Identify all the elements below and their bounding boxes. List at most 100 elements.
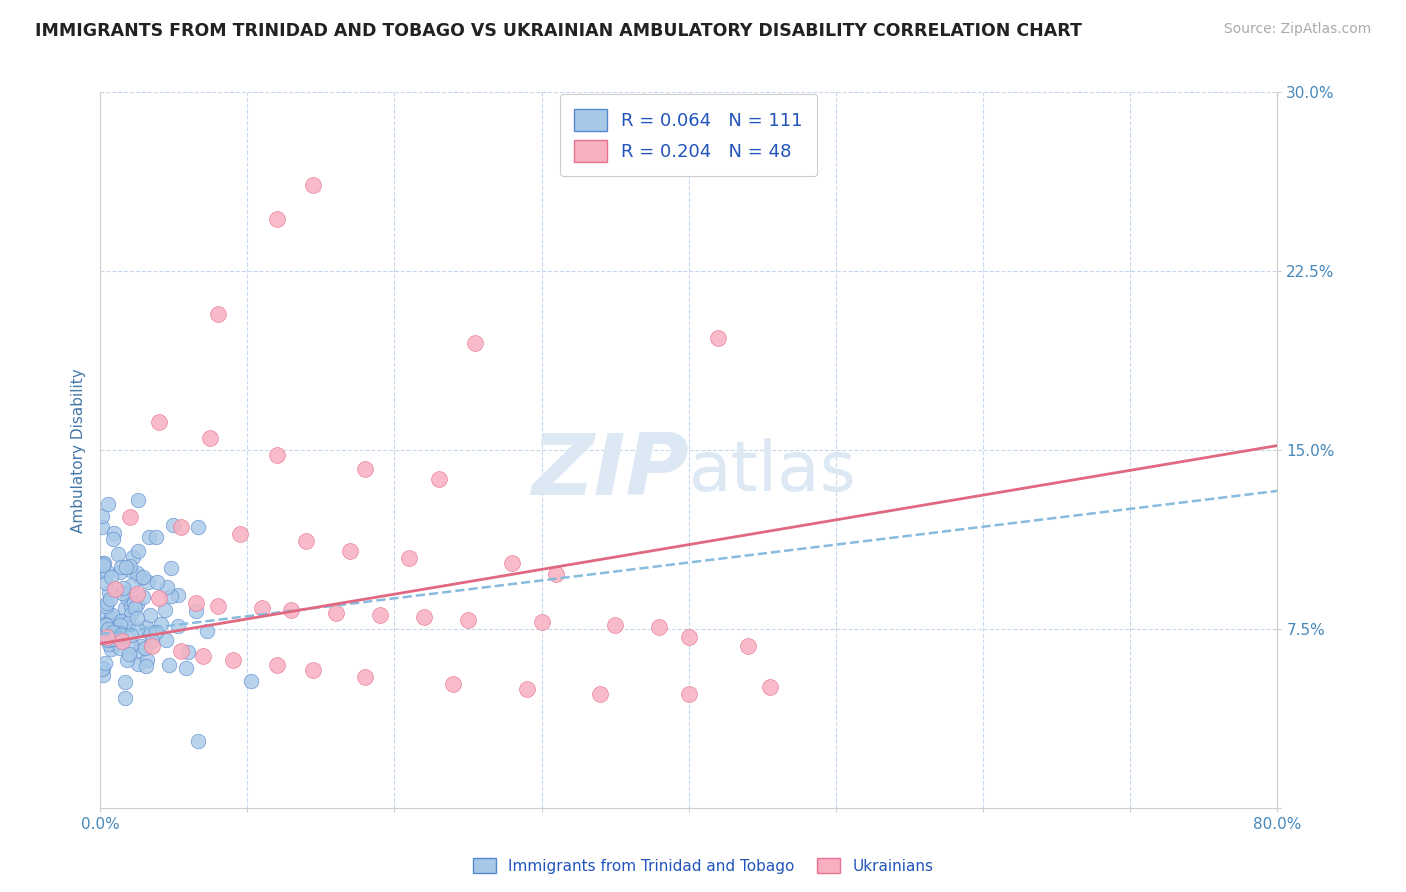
Point [354,670,377,684]
Point [128,644,150,658]
Point [266,658,288,673]
Point [295,534,318,549]
Point [97,585,120,599]
Point [136,653,159,667]
Point [129,571,152,585]
Point [145,531,167,545]
Point [96,566,118,580]
Point [167,588,190,602]
Point [110,641,132,656]
Point [100,592,122,607]
Point [94,576,117,591]
Point [141,639,163,653]
Point [103,632,125,647]
Point [114,559,136,574]
Point [546,567,568,582]
Point [93,556,115,570]
Point [589,687,612,701]
Point [93,556,115,570]
Point [111,634,134,648]
Point [120,599,142,614]
Point [707,331,730,345]
Point [104,582,127,596]
Point [120,638,142,652]
Point [398,550,420,565]
Point [187,519,209,533]
Point [90,623,112,637]
Point [136,575,159,590]
Point [648,620,671,634]
Point [325,606,347,620]
Point [115,591,138,605]
Point [135,658,157,673]
Point [103,637,125,651]
Point [107,547,129,561]
Point [758,680,780,694]
Point [170,520,193,534]
Point [110,614,132,628]
Text: atlas: atlas [689,438,856,506]
Point [603,617,626,632]
Point [427,472,450,486]
Point [97,632,120,647]
Point [91,668,114,682]
Point [94,622,117,636]
Point [177,645,200,659]
Point [207,307,229,321]
Point [90,508,112,523]
Point [96,617,118,632]
Point [135,620,157,634]
Point [166,619,188,633]
Point [464,335,486,350]
Point [302,178,325,193]
Point [93,660,115,674]
Point [114,600,136,615]
Point [90,520,112,534]
Point [97,637,120,651]
Point [97,622,120,636]
Point [146,575,169,590]
Point [145,625,167,640]
Point [114,675,136,690]
Point [111,586,134,600]
Point [125,622,148,636]
Point [157,657,180,672]
Point [118,647,141,661]
Point [207,599,229,613]
Point [125,611,148,625]
Point [93,656,115,670]
Point [239,673,262,688]
Point [120,607,142,621]
Point [114,690,136,705]
Point [148,591,170,606]
Point [170,644,193,658]
Point [100,607,122,622]
Point [162,517,184,532]
Point [412,610,434,624]
Point [187,733,209,747]
Point [101,632,124,646]
Point [184,604,207,618]
Point [125,597,148,611]
Point [153,603,176,617]
Point [91,558,114,572]
Point [121,578,143,592]
Point [101,532,124,546]
Point [108,565,131,579]
Point [266,211,288,226]
Point [141,634,163,648]
Point [132,590,155,604]
Point [97,497,120,511]
Legend: R = 0.064   N = 111, R = 0.204   N = 48: R = 0.064 N = 111, R = 0.204 N = 48 [560,95,817,177]
Point [737,639,759,653]
Point [96,596,118,610]
Point [101,625,124,640]
Point [191,648,214,663]
Point [118,510,141,524]
Point [127,566,149,580]
Point [117,616,139,631]
Point [134,641,156,656]
Point [115,653,138,667]
Point [229,527,252,541]
Point [516,681,538,696]
